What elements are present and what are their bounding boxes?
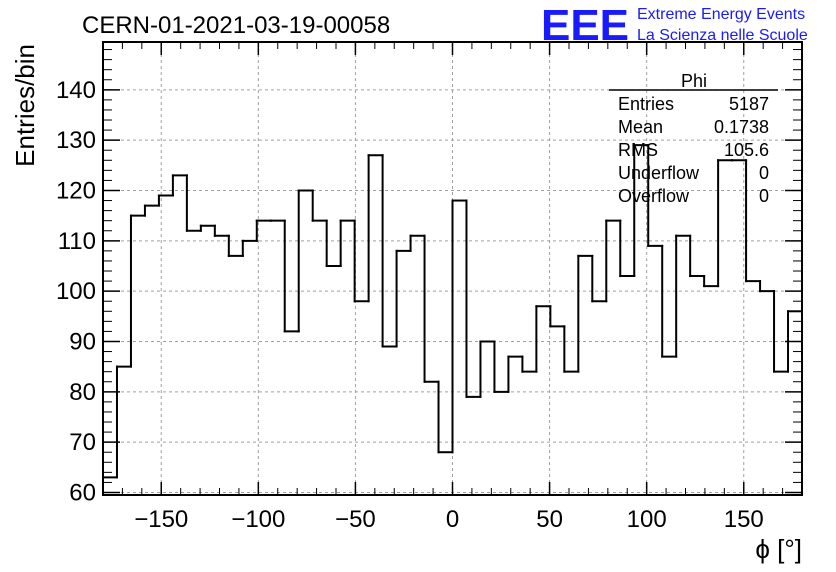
logo-line-1: Extreme Energy Events [637,6,805,23]
y-tick-label: 60 [69,479,96,506]
eee-logo: EEE [541,1,629,50]
stats-value-underflow: 0 [759,163,769,183]
logo-line-2: La Scienza nelle Scuole [637,27,808,44]
stats-label-underflow: Underflow [618,163,700,183]
y-tick-label: 90 [69,328,96,355]
x-tick-label: −50 [335,506,376,533]
stats-label-entries: Entries [618,94,674,114]
y-tick-label: 130 [56,127,96,154]
y-tick-label: 100 [56,278,96,305]
y-axis-label: Entries/bin [10,44,40,167]
x-tick-label: 50 [536,506,563,533]
y-tick-label: 140 [56,77,96,104]
stats-box: Phi Entries 5187 Mean 0.1738 RMS 105.6 U… [609,71,778,206]
histogram-series [102,144,803,479]
stats-label-rms: RMS [618,140,658,160]
stats-value-entries: 5187 [729,94,769,114]
y-tick-label: 70 [69,429,96,456]
y-tick-label: 80 [69,379,96,406]
y-tick-label: 120 [56,177,96,204]
x-tick-label: −100 [231,506,285,533]
y-tick-label: 110 [58,228,96,255]
stats-value-mean: 0.1738 [714,117,769,137]
stats-title: Phi [681,71,707,91]
x-axis-label: ϕ [°] [755,534,802,564]
axis-ticks: −150 −100 −50 0 50 100 150 60 70 80 90 100 110 120 130… [56,42,803,533]
stats-label-overflow: Overflow [618,186,690,206]
x-tick-label: 100 [627,506,667,533]
chart-title: CERN-01-2021-03-19-00058 [82,12,390,39]
x-tick-label: 150 [724,506,764,533]
x-tick-label: 0 [446,506,459,533]
x-tick-label: −150 [134,506,188,533]
stats-label-mean: Mean [618,117,663,137]
stats-value-rms: 105.6 [724,140,769,160]
stats-value-overflow: 0 [759,186,769,206]
